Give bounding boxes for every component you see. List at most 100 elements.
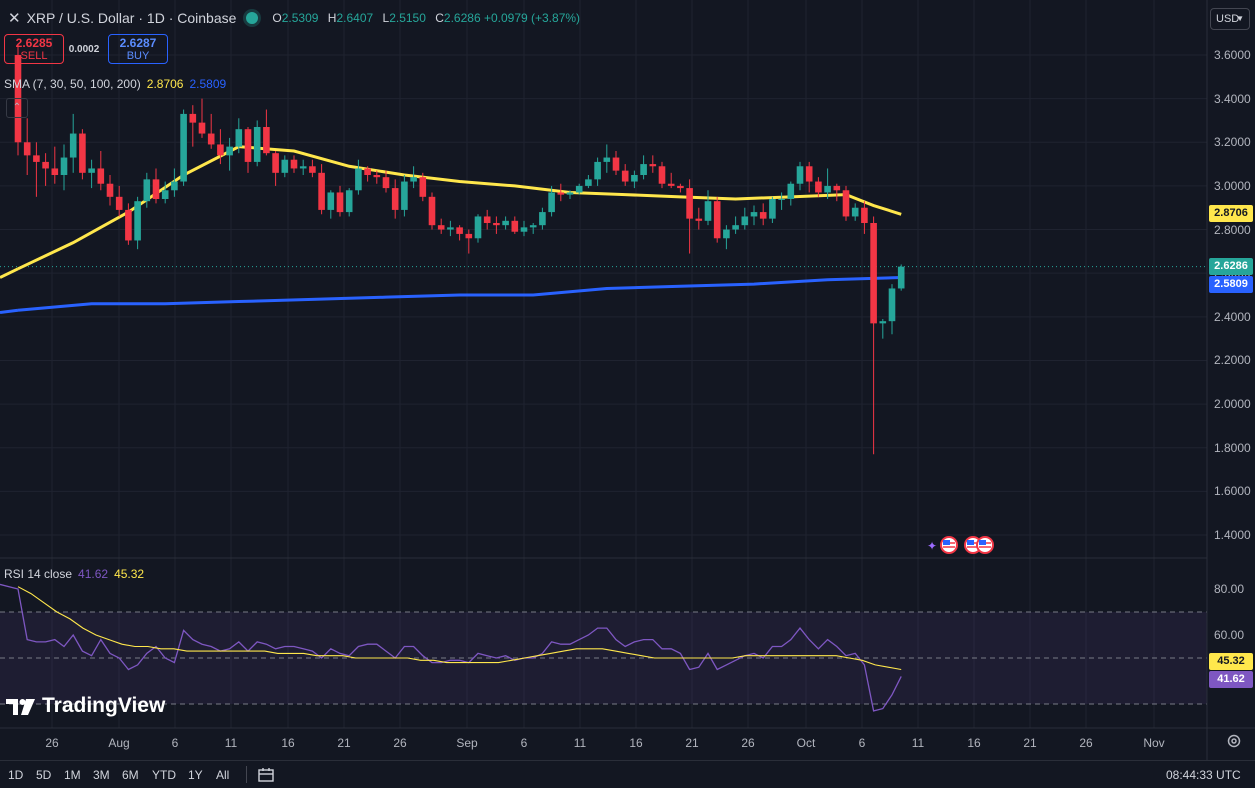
candle[interactable] [299,159,307,175]
candle[interactable] [879,319,887,339]
candle[interactable] [51,146,59,184]
candle[interactable] [327,190,335,219]
candle[interactable] [69,113,77,173]
candle[interactable] [198,98,206,138]
candle[interactable] [364,166,371,182]
candle[interactable] [134,196,141,250]
candle[interactable] [281,155,289,178]
close-icon[interactable]: ✕ [8,10,21,27]
candle[interactable] [171,168,178,197]
settings-gear-icon[interactable] [1226,733,1242,749]
chart-canvas[interactable] [0,0,1255,760]
candle[interactable] [649,155,657,173]
candle[interactable] [180,109,187,186]
candle[interactable] [493,216,500,234]
candle[interactable] [309,159,316,178]
candle[interactable] [704,190,712,226]
candle[interactable] [557,183,565,202]
candle[interactable] [419,172,427,202]
candle[interactable] [778,192,785,210]
candle[interactable] [539,207,546,230]
candle[interactable] [263,109,270,156]
candle[interactable] [143,172,151,208]
candle[interactable] [603,144,611,173]
candle[interactable] [585,175,592,189]
candle[interactable] [658,161,666,189]
candle[interactable] [612,151,620,175]
timeframe-button[interactable]: 1Y [188,768,203,782]
timeframe-button[interactable]: All [216,768,230,782]
candle[interactable] [410,166,417,189]
candle[interactable] [23,118,31,175]
candle[interactable] [870,216,877,455]
candle[interactable] [437,218,445,234]
timeframe-button[interactable]: 5D [36,768,52,782]
candle[interactable] [106,175,114,206]
timeframe-button[interactable]: 1D [8,768,24,782]
candle[interactable] [741,207,749,230]
timeframe-button[interactable]: 1M [64,768,81,782]
candle[interactable] [244,127,252,173]
candle[interactable] [336,185,344,217]
candle[interactable] [318,164,325,215]
candle[interactable] [667,172,675,189]
candle[interactable] [759,203,767,226]
utc-clock[interactable]: 08:44:33 UTC [1166,768,1241,782]
candle[interactable] [97,151,105,191]
candle[interactable] [207,113,215,149]
candle[interactable] [723,225,730,250]
candle[interactable] [842,185,850,221]
candle[interactable] [125,203,132,245]
candle[interactable] [796,161,804,191]
candle[interactable] [474,214,482,243]
candle[interactable] [115,185,123,217]
candle[interactable] [824,168,831,199]
timeframe-button[interactable]: 6M [122,768,139,782]
candle[interactable] [594,157,601,186]
candle[interactable] [787,181,795,206]
sell-button[interactable]: 2.6285 SELL [4,34,64,64]
candle[interactable] [226,137,233,171]
candle[interactable] [621,164,629,186]
candle[interactable] [253,120,261,167]
candle[interactable] [686,179,693,254]
candle[interactable] [566,190,574,199]
symbol-title[interactable]: XRP / U.S. Dollar · 1D · Coinbase [26,10,237,26]
candle[interactable] [695,207,703,230]
rsi-ma-line[interactable] [17,586,902,671]
economic-events-flags[interactable]: ✦ [927,535,997,555]
candle[interactable] [548,185,555,217]
candle[interactable] [502,216,509,230]
rsi-legend[interactable]: RSI 14 close 41.62 45.32 [4,567,144,581]
candle[interactable] [79,129,86,180]
candle[interactable] [713,196,721,243]
candle[interactable] [815,177,822,197]
buy-button[interactable]: 2.6287 BUY [108,34,168,64]
candle[interactable] [217,129,224,165]
candle[interactable] [851,203,859,221]
candle[interactable] [152,168,160,204]
candle[interactable] [189,105,197,147]
candle[interactable] [290,155,298,173]
timeframe-button[interactable]: YTD [152,768,176,782]
candle[interactable] [805,161,813,193]
candle[interactable] [511,216,519,234]
candle[interactable] [447,220,454,237]
sma-slow-line[interactable] [17,276,902,312]
candle[interactable] [888,284,896,335]
candle[interactable] [345,188,353,217]
candle[interactable] [897,264,905,291]
collapse-legend-button[interactable]: ⌃ [6,98,28,118]
candle[interactable] [640,155,647,180]
currency-selector[interactable]: USD ▼ [1210,8,1250,30]
candle[interactable] [272,151,279,186]
candle[interactable] [833,183,841,202]
candle[interactable] [355,159,362,195]
candle[interactable] [42,153,49,186]
candle[interactable] [732,216,739,234]
candle[interactable] [465,229,473,254]
candle[interactable] [529,223,537,234]
sma-legend[interactable]: SMA (7, 30, 50, 100, 200) 2.8706 2.5809 [4,77,226,91]
candle[interactable] [401,175,408,217]
candle[interactable] [750,205,758,226]
